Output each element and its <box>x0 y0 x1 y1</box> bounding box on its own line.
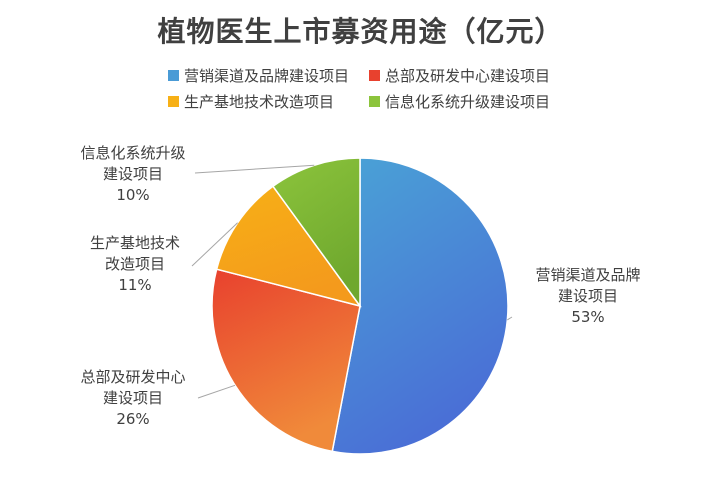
data-label-it-system-percent: 10% <box>116 186 150 204</box>
legend-label-hq-rd: 总部及研发中心建设项目 <box>385 67 551 85</box>
data-label-hq-rd-line1: 总部及研发中心 <box>80 368 186 386</box>
legend-label-production: 生产基地技术改造项目 <box>184 93 335 111</box>
data-label-production-percent: 11% <box>118 276 152 294</box>
data-label-it-system-line1: 信息化系统升级 <box>80 144 186 162</box>
data-label-marketing-line2: 建设项目 <box>557 287 618 305</box>
leader-line-marketing <box>507 316 513 321</box>
data-label-production: 生产基地技术 改造项目 11% <box>70 233 200 296</box>
leader-line-hq-rd <box>197 384 236 399</box>
legend-item-it-system: 信息化系统升级建设项目 <box>369 91 550 112</box>
data-label-production-line2: 改造项目 <box>104 255 165 273</box>
chart-title: 植物医生上市募资用途（亿元） <box>157 15 564 48</box>
legend-swatch-production <box>168 96 179 107</box>
data-label-hq-rd: 总部及研发中心 建设项目 26% <box>58 367 208 430</box>
data-label-it-system: 信息化系统升级 建设项目 10% <box>58 143 208 206</box>
data-label-hq-rd-line2: 建设项目 <box>102 389 163 407</box>
data-label-marketing-percent: 53% <box>571 308 605 326</box>
legend-item-marketing: 营销渠道及品牌建设项目 <box>168 65 349 86</box>
leader-line-production <box>191 222 238 267</box>
data-label-hq-rd-percent: 26% <box>116 410 150 428</box>
legend-swatch-hq-rd <box>369 70 380 81</box>
pie-slice-production <box>215 185 362 308</box>
pie-slice-marketing <box>331 157 509 455</box>
data-label-marketing: 营销渠道及品牌 建设项目 53% <box>518 265 658 328</box>
legend-item-hq-rd: 总部及研发中心建设项目 <box>369 65 550 86</box>
leader-line-it-system <box>194 164 315 174</box>
data-label-production-line1: 生产基地技术 <box>89 234 180 252</box>
legend-item-production: 生产基地技术改造项目 <box>168 91 334 112</box>
legend-label-it-system: 信息化系统升级建设项目 <box>385 93 551 111</box>
data-label-it-system-line2: 建设项目 <box>102 165 163 183</box>
data-label-marketing-line1: 营销渠道及品牌 <box>535 266 641 284</box>
legend-swatch-it-system <box>369 96 380 107</box>
legend-label-marketing: 营销渠道及品牌建设项目 <box>184 67 350 85</box>
pie-slice-hq-rd <box>211 268 361 453</box>
legend-swatch-marketing <box>168 70 179 81</box>
